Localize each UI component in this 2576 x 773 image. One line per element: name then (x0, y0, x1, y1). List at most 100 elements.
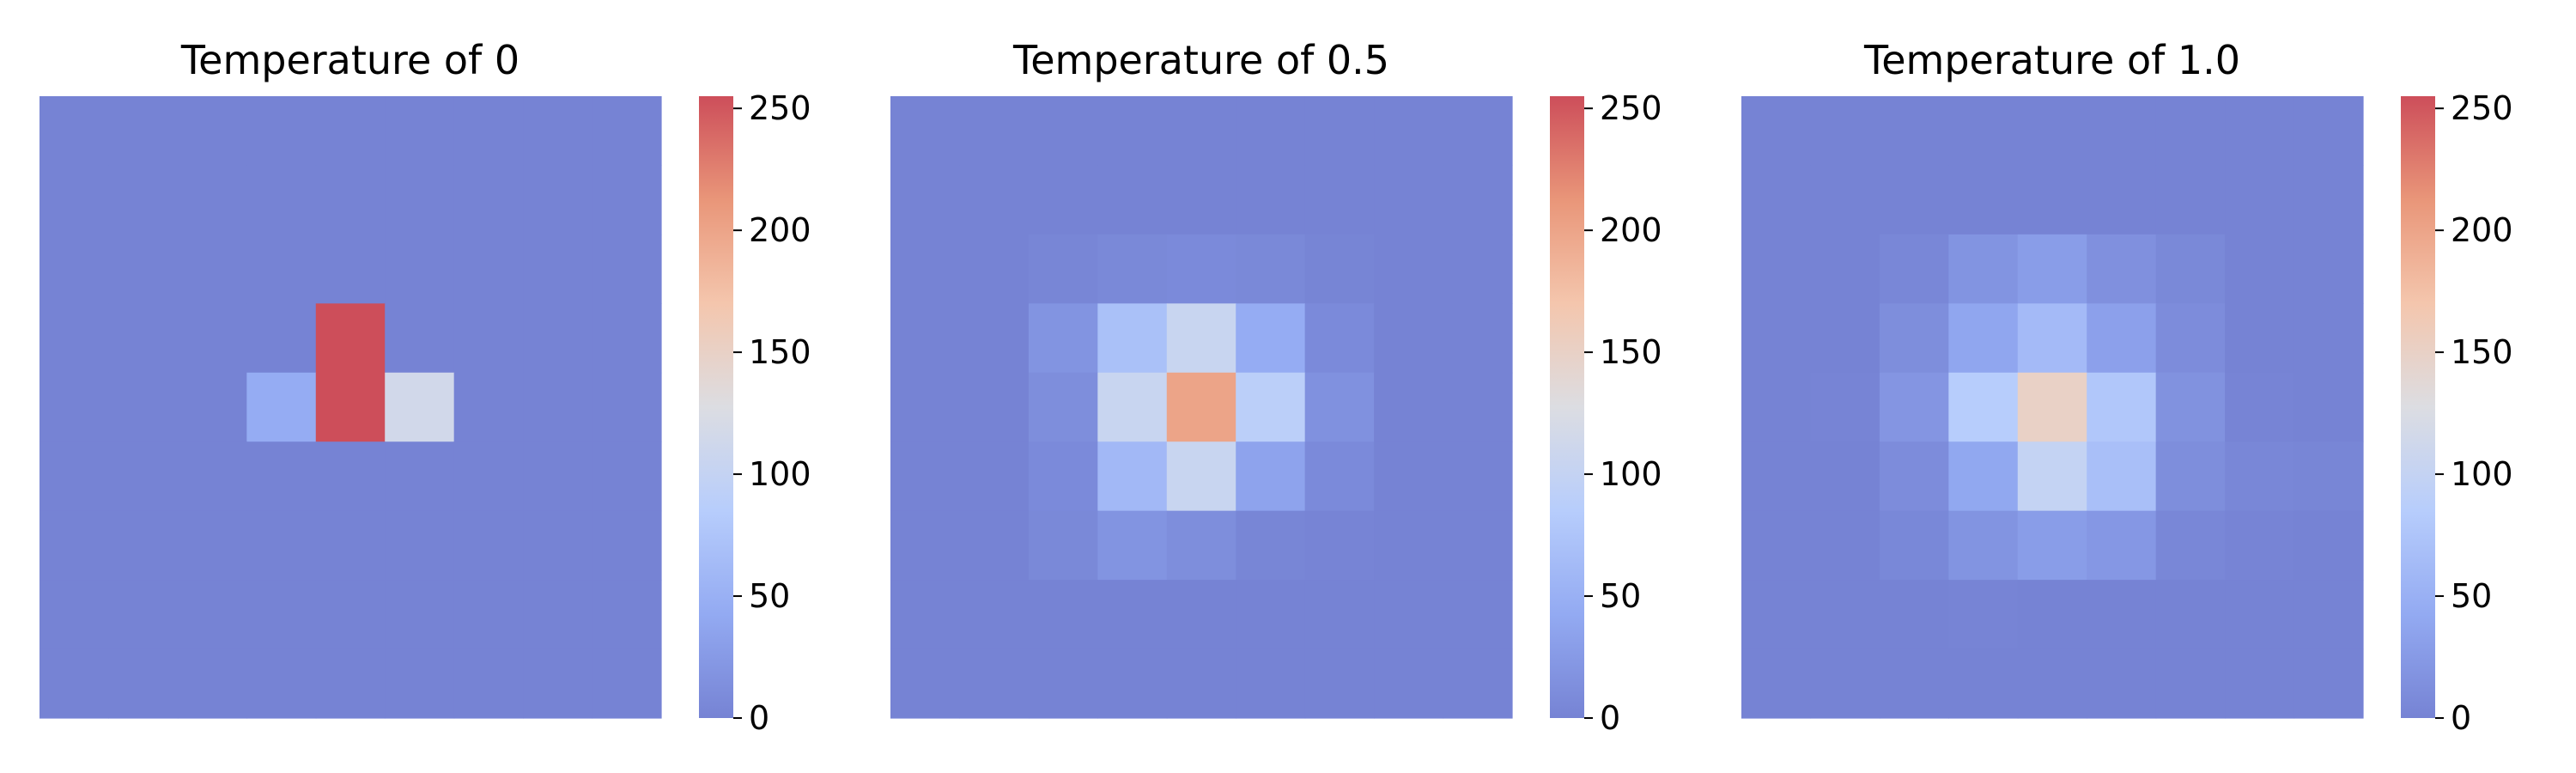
heatmap-cell (453, 648, 524, 719)
heatmap-cell (2225, 648, 2295, 719)
heatmap-cell (108, 165, 179, 235)
heatmap-cell (108, 510, 179, 581)
heatmap-cell (1443, 165, 1513, 235)
heatmap-cell (1028, 510, 1098, 581)
heatmap-cell (108, 580, 179, 650)
panel-title: Temperature of 0 (180, 37, 519, 83)
heatmap-cell (385, 96, 455, 167)
heatmap-cell (39, 580, 110, 650)
colorbar-tick-label: 250 (1600, 89, 1662, 127)
heatmap-cell (315, 580, 386, 650)
heatmap-cell (315, 303, 386, 374)
heatmap-cell (1236, 648, 1306, 719)
heatmap-cell (1810, 441, 1880, 512)
heatmap-cell (592, 234, 662, 304)
heatmap-cell (1374, 580, 1444, 650)
heatmap-cell (592, 96, 662, 167)
heatmap-cell (2155, 165, 2226, 235)
heatmap-cell (1028, 372, 1098, 442)
heatmap-cell (1374, 165, 1444, 235)
heatmap-cell (890, 441, 961, 512)
heatmap-cell (1304, 580, 1375, 650)
heatmap-cell (1304, 96, 1375, 167)
heatmap-cell (2225, 234, 2295, 304)
heatmap-cell (523, 580, 593, 650)
heatmap-cell (1374, 648, 1444, 719)
heatmap-cell (959, 648, 1030, 719)
heatmap-cell (1810, 510, 1880, 581)
heatmap-cell (2017, 580, 2087, 650)
heatmap-cell (1166, 510, 1236, 581)
heatmap-cell (523, 441, 593, 512)
heatmap-cell (959, 234, 1030, 304)
heatmap-cell (592, 441, 662, 512)
heatmap-cell (315, 441, 386, 512)
heatmap-cell (1879, 234, 1949, 304)
heatmap-cell (523, 648, 593, 719)
heatmap-cell (523, 165, 593, 235)
heatmap-cell (1443, 510, 1513, 581)
heatmap-cell (2017, 510, 2087, 581)
heatmap-cell (2087, 234, 2157, 304)
heatmap-cell (1166, 580, 1236, 650)
heatmap-cell (39, 234, 110, 304)
heatmap-cell (2017, 165, 2087, 235)
heatmap-cell (1443, 441, 1513, 512)
heatmap-cell (890, 234, 961, 304)
heatmap-cell (2155, 648, 2226, 719)
heatmap-cell (1443, 580, 1513, 650)
colorbar-tick-label: 250 (749, 89, 811, 127)
heatmap-cell (1236, 303, 1306, 374)
heatmap-cell (1236, 372, 1306, 442)
heatmap-cell (315, 648, 386, 719)
heatmap-cell (385, 165, 455, 235)
heatmap-cell (385, 648, 455, 719)
heatmap-cell (453, 303, 524, 374)
heatmap-cell (1097, 372, 1168, 442)
heatmap-cell (246, 580, 317, 650)
heatmap-cell (592, 648, 662, 719)
heatmap-cell (1374, 96, 1444, 167)
heatmap-cell (246, 303, 317, 374)
heatmap-cell (1810, 648, 1880, 719)
heatmap-cell (1879, 96, 1949, 167)
heatmap-cell (2293, 96, 2364, 167)
heatmap-cell (177, 510, 247, 581)
heatmap-cell (959, 372, 1030, 442)
heatmap-cell (1879, 441, 1949, 512)
heatmap-cell (1741, 303, 1812, 374)
heatmap-cell (315, 372, 386, 442)
heatmap-cell (2225, 510, 2295, 581)
heatmap-cell (1097, 303, 1168, 374)
heatmap-panel-1: Temperature of 0 0 50 100 150 200 250 (39, 37, 811, 737)
colorbar-tick-label: 100 (1600, 455, 1662, 493)
colorbar-tick-label: 150 (749, 333, 811, 371)
heatmap-cell (2225, 441, 2295, 512)
heatmap-cell (1166, 303, 1236, 374)
heatmap-cell (315, 234, 386, 304)
colorbar-tick-label: 200 (2451, 211, 2513, 249)
heatmap-cell (1028, 96, 1098, 167)
heatmap-cell (1028, 234, 1098, 304)
heatmap-cell (39, 441, 110, 512)
heatmap-cell (108, 372, 179, 442)
heatmap-cell (523, 303, 593, 374)
heatmap-cell (959, 441, 1030, 512)
heatmap-cell (1097, 165, 1168, 235)
heatmap-cell (2225, 165, 2295, 235)
heatmap-cell (385, 441, 455, 512)
heatmap-cell (2293, 648, 2364, 719)
heatmap-cell (1443, 372, 1513, 442)
heatmap-cell (39, 165, 110, 235)
heatmap-cell (453, 234, 524, 304)
heatmap-panel-3: Temperature of 1.0 0 50 100 150 200 250 (1741, 37, 2513, 737)
heatmap-cell (1374, 303, 1444, 374)
heatmap-cell (959, 303, 1030, 374)
heatmap-cell (453, 96, 524, 167)
heatmap-cell (523, 372, 593, 442)
heatmap-cell (108, 648, 179, 719)
heatmap-cell (2017, 648, 2087, 719)
heatmap-cell (2087, 441, 2157, 512)
heatmap-cell (1097, 648, 1168, 719)
heatmap-cell (1741, 96, 1812, 167)
